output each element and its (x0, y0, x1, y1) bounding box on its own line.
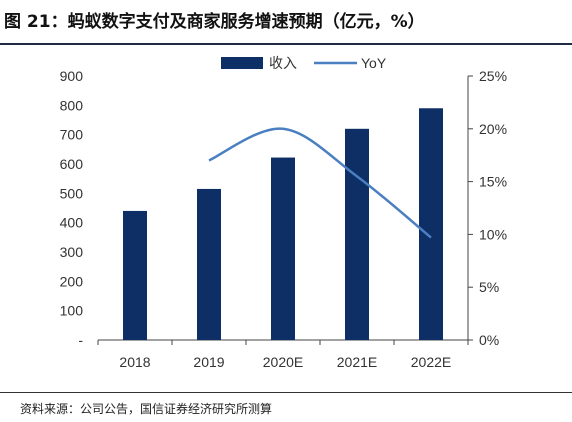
right-y-tick-label: 5% (479, 279, 499, 295)
right-y-tick-label: 10% (479, 226, 507, 242)
x-tick-label: 2018 (119, 354, 150, 370)
x-tick-label: 2021E (337, 354, 377, 370)
footer-divider (0, 392, 572, 393)
revenue-yoy-chart: 2018 2019 2020E 2021E 2022E - 100 200 300 400 500 6… (60, 55, 507, 370)
left-y-tick-label: 600 (60, 156, 84, 172)
right-y-tick-label: 15% (479, 174, 507, 190)
legend: 收入 YoY (221, 55, 387, 71)
legend-label-revenue: 收入 (269, 55, 297, 71)
revenue-bar (271, 157, 295, 340)
axes: 2018 2019 2020E 2021E 2022E - 100 200 300 400 500 6… (60, 68, 507, 370)
left-y-tick-label: 200 (60, 273, 84, 289)
legend-label-yoy: YoY (361, 55, 387, 71)
title-divider (0, 43, 572, 45)
left-y-tick-label: 800 (60, 97, 84, 113)
yoy-line (208, 127, 432, 239)
right-y-tick-label: 0% (479, 332, 499, 348)
revenue-bar (197, 188, 221, 340)
bars (123, 108, 443, 340)
left-y-tick-label: 500 (60, 185, 84, 201)
figure-title: 图 21：蚂蚁数字支付及商家服务增速预期（亿元，%） (4, 12, 425, 32)
left-y-tick-label: - (78, 332, 83, 348)
left-y-tick-label: 100 (60, 303, 84, 319)
revenue-bar (123, 210, 147, 340)
right-y-tick-label: 20% (479, 121, 507, 137)
x-tick-label: 2022E (411, 354, 451, 370)
left-y-tick-label: 300 (60, 244, 84, 260)
source-note: 资料来源：公司公告，国信证券经济研究所测算 (20, 402, 273, 416)
x-tick-label: 2019 (193, 354, 224, 370)
right-y-tick-label: 25% (479, 68, 507, 84)
left-y-tick-label: 400 (60, 215, 84, 231)
revenue-bar (419, 108, 443, 340)
left-y-tick-label: 900 (60, 68, 84, 84)
revenue-bar (345, 128, 369, 340)
legend-swatch-revenue (221, 57, 263, 69)
left-y-tick-label: 700 (60, 127, 84, 143)
x-tick-label: 2020E (263, 354, 303, 370)
yoy-line-group (208, 127, 432, 239)
